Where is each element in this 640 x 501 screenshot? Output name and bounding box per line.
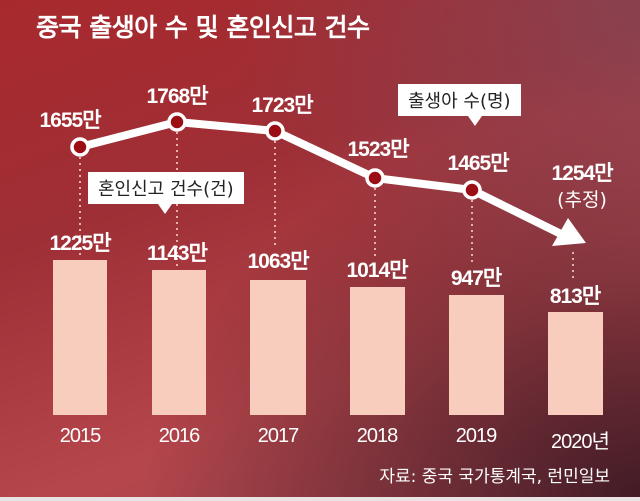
births-label-2020: 1254만: [551, 162, 613, 185]
marriage-bars: [53, 260, 603, 415]
marriage-label-2016: 1143만: [147, 242, 208, 265]
marriage-callout: 혼인신고 건수(건): [88, 172, 244, 214]
marriage-label-2017: 1063만: [247, 250, 309, 273]
births-markers: [70, 112, 482, 200]
estimate-note: (추정): [557, 189, 607, 211]
bottom-strip: [0, 497, 640, 501]
births-callout: 출생아 수(명): [398, 84, 521, 126]
bar-2018: [350, 287, 405, 415]
births-label-2016: 1768만: [146, 85, 208, 108]
year-2017: 2017: [257, 425, 299, 447]
marriage-label-2019: 947만: [450, 267, 502, 290]
bar-2015: [53, 260, 107, 415]
year-2015: 2015: [59, 425, 101, 447]
year-2016: 2016: [158, 425, 200, 447]
births-label-2019: 1465만: [447, 152, 509, 175]
year-2020: 2020년: [551, 431, 610, 453]
bar-2019: [449, 295, 504, 415]
marriage-label-2018: 1014만: [346, 259, 408, 282]
chart-title: 중국 출생아 수 및 혼인신고 건수: [36, 13, 370, 42]
births-label-2018: 1523만: [347, 138, 409, 161]
marriage-label-2015: 1225만: [49, 232, 111, 255]
births-line: [79, 118, 567, 240]
births-label-2017: 1723만: [251, 94, 313, 117]
bar-2016: [152, 270, 206, 415]
year-2018: 2018: [356, 425, 398, 447]
source-note: 자료: 중국 국가통계국, 런민일보: [379, 467, 610, 487]
marriage-label-2020: 813만: [549, 285, 601, 308]
bar-2020: [548, 312, 603, 415]
bar-2017: [250, 280, 306, 415]
births-label-2015: 1655만: [39, 109, 101, 132]
year-2019: 2019: [455, 425, 497, 447]
arrow-head-icon: [552, 218, 586, 246]
